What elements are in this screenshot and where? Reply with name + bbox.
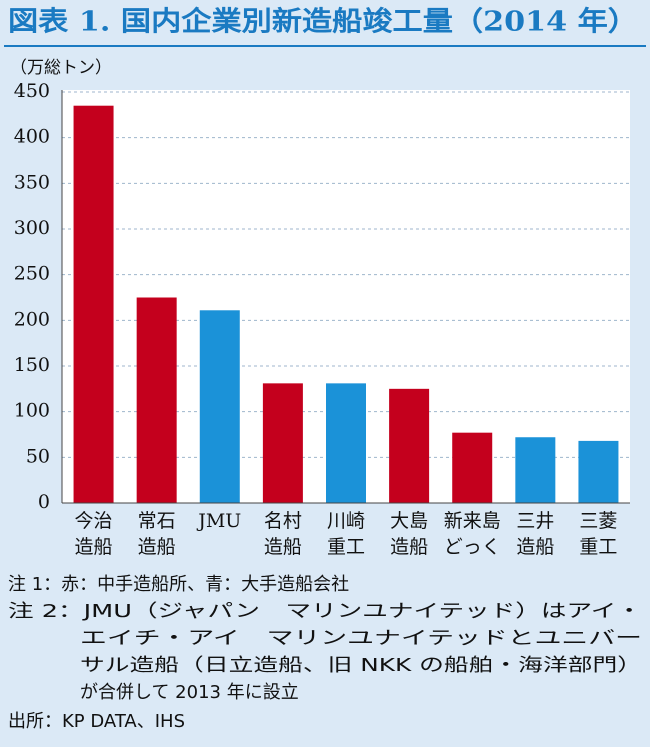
y-tick-label: 350: [14, 171, 50, 193]
x-tick-label: 新来島: [444, 510, 501, 532]
y-tick-label: 0: [38, 491, 50, 513]
bar: [199, 310, 240, 503]
y-tick-label: 400: [14, 126, 50, 148]
x-tick-label: 名村: [264, 510, 302, 532]
y-tick-label: 300: [14, 217, 50, 239]
chart-title: 図表 1. 国内企業別新造船竣工量（2014 年）: [8, 6, 638, 38]
bar: [73, 105, 114, 503]
x-tick-label: 造船: [138, 536, 176, 558]
x-tick-label: 川崎: [327, 510, 365, 532]
y-tick-label: 100: [14, 400, 50, 422]
y-tick-label: 250: [14, 263, 50, 285]
source: 出所：KP DATA、IHS: [8, 711, 185, 732]
x-tick-label: JMU: [196, 510, 241, 532]
y-tick-label: 50: [26, 445, 50, 467]
bar: [262, 383, 303, 503]
x-tick-label: 造船: [264, 536, 302, 558]
bar: [136, 297, 177, 503]
note: 注 2：JMU（ジャパン マリンユナイテッド）はアイ・: [8, 601, 642, 622]
x-tick-label: 今治: [75, 510, 113, 532]
x-tick-label: 三菱: [579, 510, 617, 532]
x-tick-label: 造船: [516, 536, 554, 558]
x-tick-label: 造船: [75, 536, 113, 558]
bar: [515, 437, 556, 503]
x-tick-label: 大島: [390, 510, 428, 532]
x-tick-label: どっく: [444, 536, 501, 558]
y-tick-label: 200: [14, 308, 50, 330]
x-tick-label: 常石: [138, 510, 176, 532]
x-tick-label: 造船: [390, 536, 428, 558]
bar: [452, 432, 493, 503]
x-tick-label: 重工: [327, 536, 365, 558]
bar: [578, 440, 619, 503]
y-tick-label: 450: [14, 80, 50, 102]
note: 注 1：赤：中手造船所、青：大手造船会社: [8, 574, 349, 595]
x-tick-label: 重工: [579, 536, 617, 558]
y-tick-label: 150: [14, 354, 50, 376]
note: サル造船（日立造船、旧 NKK の船舶・海洋部門）: [80, 655, 642, 676]
y-axis-label: （万総トン）: [10, 58, 112, 78]
note: が合併して 2013 年に設立: [80, 682, 299, 703]
x-tick-label: 三井: [516, 510, 554, 532]
note: エイチ・アイ マリンユナイテッドとユニバー: [80, 628, 642, 649]
bar: [326, 383, 366, 503]
bar: [389, 388, 430, 503]
